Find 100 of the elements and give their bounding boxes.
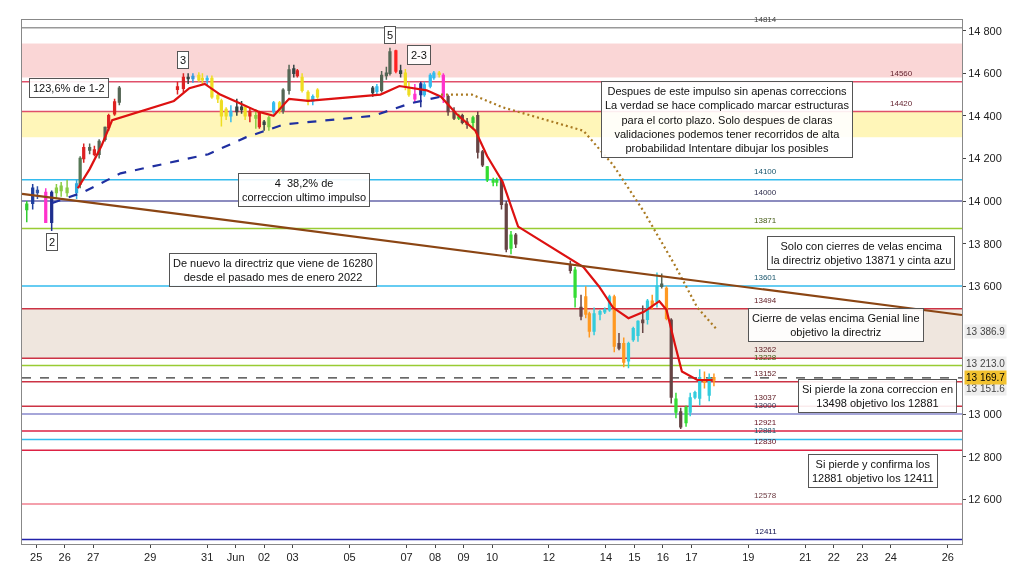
x-tick-label: 21: [799, 551, 812, 564]
candlestick: [59, 181, 63, 198]
annotation: 2-3: [411, 49, 427, 61]
x-tick-label: 29: [144, 551, 157, 564]
candlestick: [300, 72, 304, 94]
candlestick: [480, 149, 485, 168]
candlestick: [88, 142, 92, 155]
candlestick: [398, 63, 403, 79]
candlestick: [112, 98, 117, 117]
candlestick: [197, 71, 201, 83]
ref-line-label: 13262: [754, 345, 777, 354]
candlestick: [598, 308, 602, 322]
y-tick-label: 14 000: [968, 194, 1002, 207]
y-tick-label: 13 000: [968, 407, 1002, 420]
annotation: 3: [180, 54, 187, 66]
candlestick: [254, 108, 258, 130]
candlestick: [592, 306, 596, 336]
candlestick: [306, 89, 310, 106]
candlestick: [25, 200, 29, 224]
candlestick: [509, 230, 513, 256]
y-tick-label: 13 800: [968, 237, 1002, 250]
ref-line-label: 13 169.7: [966, 372, 1006, 383]
candlestick: [175, 81, 180, 96]
candlestick: [684, 404, 688, 428]
annotation: Si pierde la zona correccion en 13498 objetivo los 12881: [802, 383, 954, 410]
x-tick-label: 19: [742, 551, 755, 564]
ref-line-label: 14100: [754, 167, 777, 176]
annotation: De nuevo la directriz que viene de 16280 desde el pasado mes de enero 2022: [173, 257, 373, 284]
candlestick: [257, 110, 261, 130]
x-tick-label: 24: [884, 551, 897, 564]
x-tick-label: 05: [343, 551, 356, 564]
ref-line-label: 12578: [754, 491, 777, 500]
ref-line-label: 12411: [755, 527, 778, 536]
candlestick: [235, 98, 239, 117]
annotation: Despues de este impulso sin apenas correccions La verdad se hace complicado marcar estructuras para el corto plazo. Solo despues de claras validaciones podemos tener recorridos de alta probabilidad Intentare dibujar los posibles: [605, 85, 850, 155]
ref-line-label: 14000: [754, 188, 777, 197]
ref-line-label: 13152: [754, 369, 777, 378]
x-tick-label: 31: [201, 551, 214, 564]
x-tick-label: 17: [685, 551, 698, 564]
annotation: 123,6% de 1-2: [33, 82, 105, 94]
candlestick: [660, 272, 664, 290]
y-tick-label: 13 600: [968, 280, 1002, 293]
candlestick: [295, 68, 299, 79]
candlestick: [371, 85, 375, 98]
annotation: 2: [49, 236, 56, 248]
candlestick: [452, 106, 456, 121]
ref-line-label: 13871: [754, 216, 777, 225]
candlestick: [267, 115, 271, 132]
candlestick: [655, 271, 659, 309]
candlestick: [579, 294, 583, 322]
candlestick: [674, 392, 678, 420]
candlestick: [243, 104, 247, 121]
candlestick: [650, 294, 654, 311]
x-tick-label: 16: [656, 551, 670, 564]
text: 13 213.0: [966, 358, 1006, 369]
x-tick-label: 10: [485, 551, 499, 564]
y-tick-label: 14 600: [968, 67, 1002, 80]
x-tick-label: 26: [58, 551, 71, 564]
candlestick: [292, 63, 296, 79]
candlestick: [707, 372, 711, 403]
candlestick: [712, 372, 716, 388]
annotation: Cierre de velas encima Genial line objetivo la directriz: [752, 312, 920, 339]
x-tick-label: 07: [400, 551, 413, 564]
candlestick: [287, 63, 291, 96]
text: 13 386.9: [966, 326, 1006, 337]
candlestick: [514, 232, 518, 249]
y-tick-label: 14 800: [968, 24, 1002, 37]
candlestick: [224, 106, 228, 121]
candlestick: [375, 83, 379, 96]
x-tick-label: 03: [286, 551, 299, 564]
candlestick: [380, 70, 384, 94]
candlestick: [471, 115, 475, 130]
candlestick: [617, 332, 621, 351]
candlestick: [65, 179, 69, 198]
candlestick: [622, 336, 626, 368]
ref-line-label: 12921: [754, 418, 777, 427]
ref-line-label: 14560: [890, 69, 913, 78]
candlestick: [626, 340, 631, 370]
candlestick: [82, 142, 86, 164]
candlestick: [413, 83, 417, 104]
x-tick-label: 08: [428, 551, 442, 564]
x-tick-label: 02: [257, 551, 271, 564]
candlestick: [271, 100, 276, 115]
candlestick: [485, 165, 489, 183]
ref-line-label: 13494: [754, 296, 777, 305]
candlestick: [419, 81, 423, 109]
candlestick: [248, 106, 252, 123]
annotation: Si pierde y confirma los 12881 objetivo los 12411: [812, 458, 934, 485]
candlestick: [641, 304, 645, 334]
annotation: 5: [387, 29, 394, 41]
ref-line-label: 13037: [754, 393, 777, 402]
candlestick: [504, 200, 508, 253]
candlestick: [219, 98, 224, 128]
annotation: Solo con cierres de velas encima la directriz objetivo 13871 y cinta azu: [771, 240, 952, 267]
candlestick: [186, 72, 190, 85]
x-tick-label: 26: [941, 551, 954, 564]
x-tick-label: 22: [827, 551, 840, 564]
x-tick-label: 15: [628, 551, 641, 564]
x-tick-label: 23: [856, 551, 869, 564]
y-tick-label: 12 600: [968, 493, 1002, 506]
